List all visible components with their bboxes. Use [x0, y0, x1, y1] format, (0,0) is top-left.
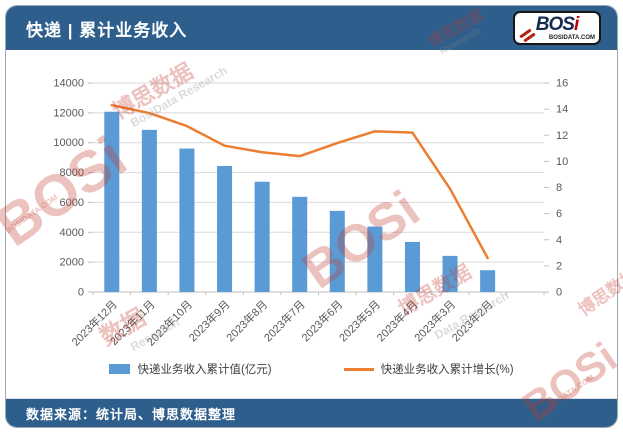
svg-text:2023年2月: 2023年2月	[449, 297, 496, 344]
bar-2023年9月	[217, 165, 233, 292]
bar-2023年12月	[104, 111, 120, 292]
svg-text:16: 16	[556, 78, 568, 90]
logo-accent-letter: i	[573, 14, 579, 35]
data-source-text: 数据来源：统计局、博思数据整理	[26, 406, 237, 422]
legend: 快递业务收入累计值(亿元) 快递业务收入累计增长(%)	[6, 361, 617, 377]
x-axis-ticks	[92, 292, 545, 295]
left-axis-labels: 0 2000 4000 6000 8000 10000 12000 14000	[53, 78, 84, 299]
logo-wordmark: BOSi	[535, 14, 580, 35]
bar-2023年10月	[179, 148, 195, 292]
gridlines	[88, 82, 549, 293]
svg-text:10: 10	[556, 156, 568, 168]
svg-text:6000: 6000	[60, 197, 84, 209]
svg-text:14: 14	[556, 104, 568, 116]
svg-text:0: 0	[556, 287, 562, 299]
growth-line	[110, 103, 489, 260]
svg-text:10000: 10000	[53, 137, 84, 149]
svg-text:12000: 12000	[53, 107, 84, 119]
logo-domain-text: BOSIDATA.COM	[548, 35, 595, 41]
svg-text:6: 6	[556, 208, 562, 220]
svg-text:12: 12	[556, 130, 568, 142]
bar-series-label: 快递业务收入累计值(亿元)	[137, 364, 272, 376]
bar-2023年5月	[367, 226, 383, 292]
svg-text:2: 2	[556, 260, 562, 272]
bar-2023年3月	[442, 255, 458, 292]
svg-text:2000: 2000	[60, 257, 84, 269]
revenue-bars	[104, 111, 496, 292]
x-axis-labels: 2023年12月2023年11月2023年10月2023年9月2023年8月20…	[68, 297, 495, 348]
svg-text:4: 4	[556, 234, 562, 246]
report-card: 快递 | 累计业务收入 BOSi BOSIDATA.COM 0 2000 4000 6…	[5, 5, 618, 428]
footer: 数据来源：统计局、博思数据整理	[6, 399, 617, 427]
right-axis-labels: 0 2 4 6 8 10 12 14 16	[556, 78, 568, 299]
bar-2023年6月	[329, 210, 345, 292]
bosi-logo: BOSi BOSIDATA.COM	[513, 11, 601, 45]
chart-area: 0 2000 4000 6000 8000 10000 12000 14000 0 2 4 6 8 10 1…	[6, 50, 617, 399]
svg-text:4000: 4000	[60, 227, 84, 239]
bar-2023年7月	[292, 196, 308, 292]
svg-text:0: 0	[78, 287, 84, 299]
svg-text:8: 8	[556, 182, 562, 194]
line-series-swatch	[343, 367, 374, 371]
bar-series-swatch	[109, 364, 131, 374]
page-title: 快递 | 累计业务收入	[26, 20, 188, 40]
bar-2023年11月	[141, 129, 157, 292]
legend-item-bar-series: 快递业务收入累计值(亿元)	[109, 361, 272, 377]
combo-chart: 0 2000 4000 6000 8000 10000 12000 14000 0 2 4 6 8 10 1…	[53, 78, 568, 349]
bar-2023年8月	[254, 181, 270, 292]
svg-text:8000: 8000	[60, 167, 84, 179]
legend-item-line-series: 快递业务收入累计增长(%)	[343, 361, 514, 377]
line-series-label: 快递业务收入累计增长(%)	[380, 364, 514, 376]
bar-2023年2月	[480, 270, 496, 292]
bar-2023年4月	[404, 241, 420, 292]
svg-text:14000: 14000	[53, 78, 84, 90]
header: 快递 | 累计业务收入 BOSi BOSIDATA.COM	[6, 6, 617, 50]
